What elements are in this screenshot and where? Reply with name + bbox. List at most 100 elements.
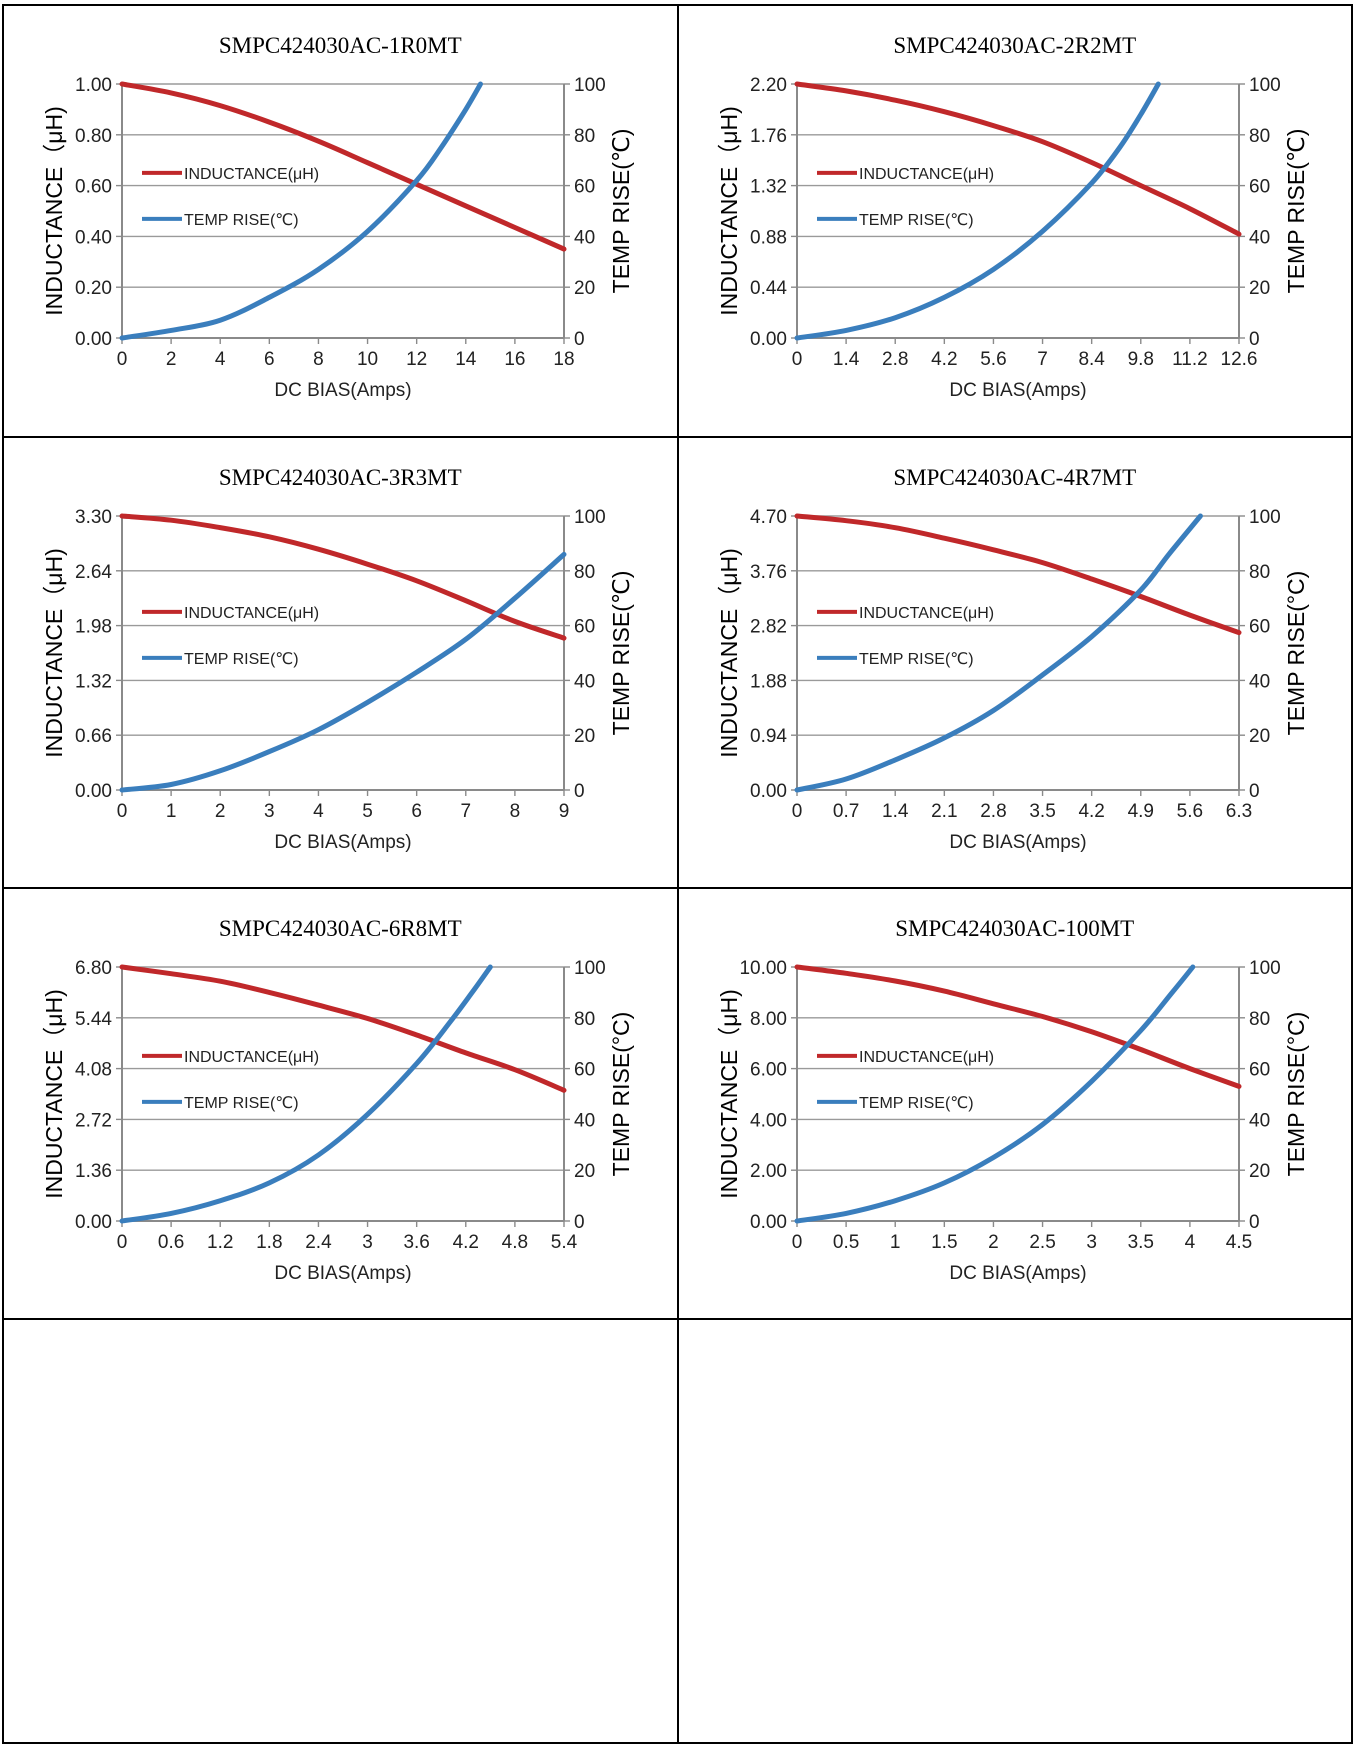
y2-tick-label: 20 xyxy=(1249,726,1270,747)
y2-axis-label: TEMP RISE(°C) xyxy=(1283,571,1309,736)
y2-tick-label: 80 xyxy=(1249,1009,1270,1030)
y-tick-label: 1.88 xyxy=(750,671,787,692)
y-tick-label: 1.32 xyxy=(750,177,787,198)
x-tick-label: 14 xyxy=(455,349,477,370)
x-tick-label: 1.5 xyxy=(931,1232,957,1253)
empty-cell xyxy=(676,1318,1353,1744)
y2-tick-label: 60 xyxy=(1249,617,1270,638)
y2-axis-label: TEMP RISE(°C) xyxy=(1283,1012,1309,1177)
temp-rise-series-line xyxy=(119,551,567,793)
temp-rise-series-line xyxy=(794,513,1203,793)
chart: 0.00 2.00 4.00 6.00 8.00 10.00 0 20 40 60 80 100 0 0.… xyxy=(716,958,1309,1284)
x-tick-label: 3.5 xyxy=(1029,801,1055,822)
inductance-series-line xyxy=(794,964,1241,1089)
x-axis-label: DC BIAS(Amps) xyxy=(949,380,1086,401)
x-tick-label: 8 xyxy=(510,801,521,822)
temp-rise-series-line xyxy=(119,964,493,1224)
x-tick-label: 4.8 xyxy=(502,1232,528,1253)
chart-title: SMPC424030AC-100MT xyxy=(895,916,1135,941)
x-tick-label: 7 xyxy=(460,801,471,822)
x-tick-label: 4 xyxy=(1184,1232,1195,1253)
y-tick-label: 1.32 xyxy=(75,671,112,692)
x-tick-label: 4.2 xyxy=(453,1232,479,1253)
x-tick-label: 8.4 xyxy=(1078,349,1105,370)
x-tick-label: 2.8 xyxy=(980,801,1006,822)
x-tick-label: 12.6 xyxy=(1220,349,1257,370)
y-tick-label: 10.00 xyxy=(739,958,787,979)
x-tick-label: 4.5 xyxy=(1225,1232,1251,1253)
legend-entry: TEMP RISE(℃) xyxy=(859,1095,974,1112)
y-tick-label: 5.44 xyxy=(75,1009,112,1030)
y-tick-label: 0.00 xyxy=(750,1212,787,1233)
chart-title: SMPC424030AC-2R2MT xyxy=(893,33,1137,58)
y2-tick-label: 20 xyxy=(574,278,595,299)
y2-axis-label: TEMP RISE(°C) xyxy=(608,1012,634,1177)
legend-entry: TEMP RISE(℃) xyxy=(859,212,974,229)
chart-title: SMPC424030AC-3R3MT xyxy=(218,465,462,490)
y2-tick-label: 40 xyxy=(574,227,595,248)
chart-cell: SMPC424030AC-6R8MT 0.00 1.36 2.72 4.08 5.44 6… xyxy=(2,887,679,1320)
y-tick-label: 4.70 xyxy=(750,507,787,528)
inductance-series-line xyxy=(794,513,1241,636)
y-tick-label: 2.82 xyxy=(750,617,787,638)
chart-cell: SMPC424030AC-4R7MT 0.00 0.94 1.88 2.82 3.76 4… xyxy=(676,436,1353,889)
y2-tick-label: 20 xyxy=(1249,1161,1270,1182)
x-tick-label: 3.6 xyxy=(403,1232,429,1253)
inductance-series-line xyxy=(119,964,567,1093)
y2-tick-label: 80 xyxy=(1249,562,1270,583)
y-tick-label: 0.00 xyxy=(75,1212,112,1233)
x-tick-label: 4.2 xyxy=(1078,801,1104,822)
x-tick-label: 2 xyxy=(166,349,177,370)
x-tick-label: 1 xyxy=(166,801,177,822)
y2-tick-label: 40 xyxy=(574,671,595,692)
x-tick-label: 2.8 xyxy=(882,349,908,370)
x-tick-label: 3.5 xyxy=(1127,1232,1153,1253)
y-tick-label: 0.00 xyxy=(75,781,112,802)
y-tick-label: 3.76 xyxy=(750,562,787,583)
x-tick-label: 0.7 xyxy=(832,801,858,822)
chart: 0.00 0.94 1.88 2.82 3.76 4.70 0 20 40 60 80 100 0 0.7… xyxy=(716,507,1309,853)
y2-tick-label: 0 xyxy=(574,781,585,802)
x-tick-label: 4 xyxy=(215,349,226,370)
y2-tick-label: 0 xyxy=(574,329,585,350)
chart-cell: SMPC424030AC-3R3MT 0.00 0.66 1.32 1.98 2.64 3… xyxy=(2,436,679,889)
chart: 0.00 1.36 2.72 4.08 5.44 6.80 0 20 40 60 80 100 0 0.6… xyxy=(41,958,634,1284)
y-tick-label: 2.72 xyxy=(75,1110,112,1131)
x-tick-label: 6 xyxy=(411,801,422,822)
y-tick-label: 0.00 xyxy=(750,781,787,802)
x-tick-label: 0.6 xyxy=(158,1232,184,1253)
y-tick-label: 0.60 xyxy=(75,177,112,198)
x-axis-label: DC BIAS(Amps) xyxy=(949,832,1086,853)
y2-tick-label: 20 xyxy=(574,1161,595,1182)
y2-tick-label: 60 xyxy=(574,617,595,638)
x-tick-label: 1.4 xyxy=(832,349,859,370)
x-tick-label: 2 xyxy=(215,801,226,822)
x-tick-label: 0 xyxy=(117,349,128,370)
y-axis-label: INDUCTANCE（μH) xyxy=(41,106,67,316)
x-tick-label: 18 xyxy=(553,349,574,370)
x-tick-label: 5.6 xyxy=(1176,801,1202,822)
x-tick-label: 1.4 xyxy=(882,801,909,822)
x-tick-label: 2.1 xyxy=(931,801,957,822)
y2-tick-label: 100 xyxy=(1249,958,1281,979)
y-tick-label: 1.98 xyxy=(75,617,112,638)
y2-tick-label: 0 xyxy=(1249,329,1260,350)
x-tick-label: 0 xyxy=(791,801,802,822)
x-tick-label: 3 xyxy=(264,801,275,822)
y2-tick-label: 80 xyxy=(574,126,595,147)
x-tick-label: 5.4 xyxy=(551,1232,578,1253)
y2-tick-label: 60 xyxy=(574,177,595,198)
x-tick-label: 0 xyxy=(117,801,128,822)
chart-cell: SMPC424030AC-1R0MT 0.00 0.20 0.40 0.60 0.80 1… xyxy=(2,4,679,438)
x-tick-label: 16 xyxy=(504,349,525,370)
y2-tick-label: 40 xyxy=(574,1110,595,1131)
y2-tick-label: 100 xyxy=(574,75,606,96)
chart-cell: SMPC424030AC-2R2MT 0.00 0.44 0.88 1.32 1.76 2… xyxy=(676,4,1353,438)
y-tick-label: 0.20 xyxy=(75,278,112,299)
y2-tick-label: 80 xyxy=(574,1009,595,1030)
empty-cell xyxy=(2,1318,679,1744)
y2-tick-label: 0 xyxy=(1249,1212,1260,1233)
y-tick-label: 1.76 xyxy=(750,126,787,147)
y2-axis-label: TEMP RISE(℃) xyxy=(608,571,634,736)
x-tick-label: 8 xyxy=(313,349,324,370)
